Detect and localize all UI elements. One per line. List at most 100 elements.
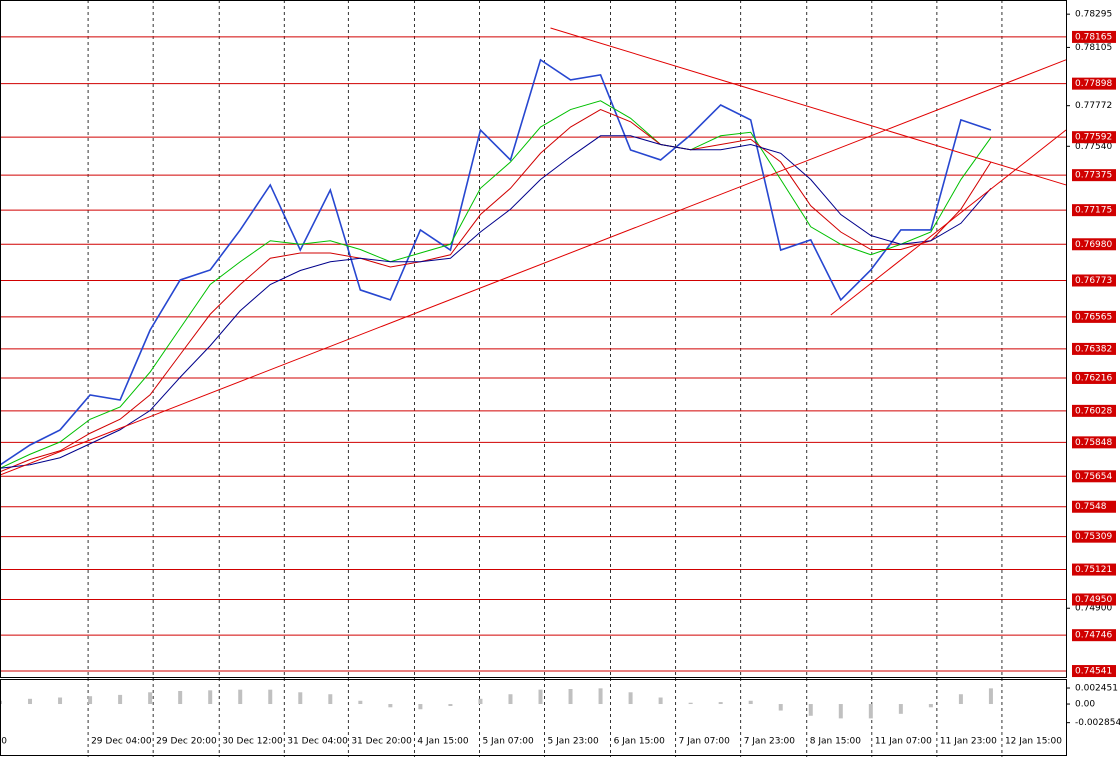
x-tick-label: 11 Jan 07:00 (875, 737, 932, 747)
level-box (1072, 342, 1116, 355)
osc-tick-label: 0.002451 (1075, 684, 1118, 694)
oscillator-bar (508, 694, 513, 705)
oscillator-bar (178, 690, 183, 705)
x-tick-label: 5 Jan 23:00 (548, 737, 600, 747)
x-tick-label: 7 Jan 23:00 (744, 737, 796, 747)
level-label: 0.76980 (1075, 240, 1112, 250)
oscillator-bar (448, 704, 453, 706)
oscillator-bar (898, 704, 903, 714)
level-label: 0.76382 (1075, 344, 1112, 354)
oscillator-bar (478, 698, 483, 705)
oscillator-bar (598, 688, 603, 705)
level-box (1072, 436, 1116, 449)
oscillator-bar (958, 694, 963, 705)
oscillator-bar (748, 700, 753, 705)
level-label: 0.75654 (1075, 472, 1112, 482)
oscillator-bar (928, 704, 933, 708)
oscillator-bar (418, 704, 423, 710)
oscillator-bar (718, 702, 723, 705)
x-tick-label: 5 Jan 07:00 (482, 737, 534, 747)
oscillator-bar (538, 689, 543, 705)
x-tick-label: 12:00 (0, 737, 7, 747)
oscillator-bar (868, 704, 873, 719)
level-box (1072, 238, 1116, 251)
x-tick-label: 7 Jan 07:00 (679, 737, 731, 747)
level-label: 0.76028 (1075, 406, 1112, 416)
x-tick-label: 30 Dec 12:00 (222, 737, 283, 747)
oscillator-bar (358, 700, 363, 705)
level-label: 0.77898 (1075, 79, 1112, 89)
level-label: 0.74950 (1075, 595, 1112, 605)
level-label: 0.77592 (1075, 133, 1112, 143)
x-tick-label: 31 Dec 04:00 (287, 737, 348, 747)
level-box (1072, 274, 1116, 287)
level-label: 0.7548 (1075, 502, 1107, 512)
oscillator-bar (838, 704, 843, 719)
oscillator-bar (118, 694, 123, 705)
level-box (1072, 30, 1116, 43)
level-box (1072, 371, 1116, 384)
y-tick-label: 0.74900 (1075, 604, 1112, 614)
oscillator-bar (88, 696, 93, 705)
oscillator-bar (238, 689, 243, 705)
oscillator-bar (268, 689, 273, 705)
level-box (1072, 470, 1116, 483)
level-label: 0.76773 (1075, 276, 1112, 286)
osc-tick-label: -0.002854 (1075, 718, 1120, 728)
x-tick-label: 8 Jan 15:00 (810, 737, 862, 747)
level-label: 0.76565 (1075, 312, 1112, 322)
y-tick-label: 0.78105 (1075, 43, 1112, 53)
x-tick-label: 31 Dec 20:00 (351, 737, 412, 747)
level-label: 0.74746 (1075, 631, 1112, 641)
main-frame (0, 0, 1067, 678)
oscillator-bar (328, 694, 333, 705)
oscillator-bar (298, 692, 303, 705)
series-line (0, 100, 992, 469)
oscillator-bar (988, 688, 993, 705)
level-box (1072, 204, 1116, 217)
series-line (0, 108, 992, 473)
y-tick-label: 0.77772 (1075, 101, 1112, 111)
y-tick-label: 0.78295 (1075, 10, 1112, 20)
level-box (1072, 629, 1116, 642)
level-box (1072, 77, 1116, 90)
oscillator-bar (148, 692, 153, 705)
oscillator-bar (778, 704, 783, 711)
level-label: 0.74541 (1075, 667, 1112, 677)
oscillator-frame (0, 679, 1067, 756)
level-label: 0.76216 (1075, 373, 1112, 383)
level-box (1072, 404, 1116, 417)
level-box (1072, 563, 1116, 576)
level-label: 0.75848 (1075, 438, 1112, 448)
x-tick-label: 29 Dec 04:00 (91, 737, 152, 747)
level-box (1072, 530, 1116, 543)
x-tick-label: 29 Dec 20:00 (156, 737, 217, 747)
x-tick-label: 6 Jan 15:00 (614, 737, 666, 747)
oscillator-bar (568, 689, 573, 705)
level-box (1072, 169, 1116, 182)
level-label: 0.77375 (1075, 171, 1112, 181)
level-label: 0.77175 (1075, 206, 1112, 216)
trendline (550, 27, 1067, 186)
x-tick-label: 12 Jan 15:00 (1005, 737, 1062, 747)
level-label: 0.75309 (1075, 532, 1112, 542)
oscillator-bar (58, 697, 63, 705)
series-line (0, 135, 992, 469)
x-tick-label: 11 Jan 23:00 (940, 737, 997, 747)
oscillator-bar (808, 704, 813, 716)
level-label: 0.75121 (1075, 565, 1112, 575)
oscillator-bar (208, 690, 213, 705)
y-tick-label: 0.77540 (1075, 142, 1112, 152)
level-box (1072, 500, 1116, 513)
level-box (1072, 593, 1116, 606)
level-box (1072, 665, 1116, 678)
trendline (830, 129, 1067, 316)
oscillator-bar (388, 704, 393, 708)
oscillator-bar (658, 697, 663, 705)
level-box (1072, 310, 1116, 323)
series-line (0, 58, 992, 466)
